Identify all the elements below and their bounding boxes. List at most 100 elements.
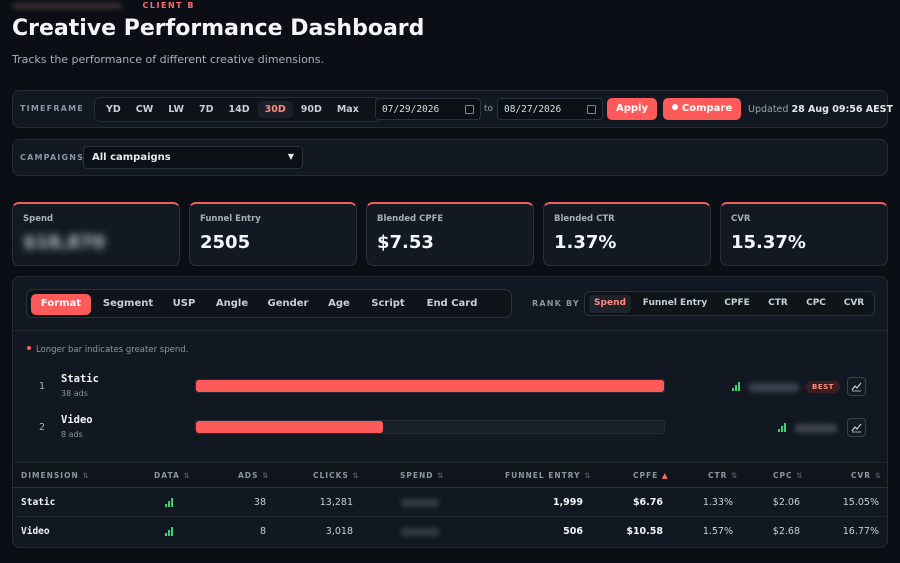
legend-dot-icon bbox=[27, 346, 31, 350]
kpi-label: Funnel Entry bbox=[200, 214, 261, 224]
cell-ctr: 1.33% bbox=[702, 497, 733, 508]
tab-script[interactable]: Script bbox=[371, 298, 405, 309]
dimension-panel: Format Segment USP Angle Gender Age Scri… bbox=[12, 276, 888, 548]
timeframe-yd[interactable]: YD bbox=[106, 104, 121, 115]
page-title: Creative Performance Dashboard bbox=[12, 16, 425, 41]
ranking-row[interactable]: 1 Static 38 ads BEST bbox=[13, 372, 887, 408]
calendar-icon[interactable] bbox=[465, 105, 474, 114]
timeframe-max[interactable]: Max bbox=[336, 104, 359, 115]
timeframe-lw[interactable]: LW bbox=[168, 104, 185, 115]
tab-usp[interactable]: USP bbox=[172, 298, 196, 309]
table-row[interactable]: Video 8 3,018 506 $10.58 1.57% $2.68 16.… bbox=[13, 517, 887, 546]
tab-angle[interactable]: Angle bbox=[215, 298, 249, 309]
col-spend[interactable]: SPEND ⇅ bbox=[400, 471, 445, 480]
redacted-account-name bbox=[12, 2, 122, 9]
cell-ctr: 1.57% bbox=[702, 526, 733, 537]
timeframe-label: TIMEFRAME bbox=[20, 104, 84, 113]
cell-ads: 38 bbox=[253, 497, 266, 508]
signal-bars-icon bbox=[165, 498, 176, 507]
rank-cpfe[interactable]: CPFE bbox=[724, 298, 750, 308]
bar-note-text: Longer bar indicates greater spend. bbox=[36, 345, 189, 355]
col-clicks[interactable]: CLICKS ⇅ bbox=[313, 471, 360, 480]
ranking-ad-count: 38 ads bbox=[61, 389, 88, 398]
cell-funnel-entry: 506 bbox=[563, 526, 583, 537]
page-subtitle: Tracks the performance of different crea… bbox=[12, 53, 325, 66]
end-date-input[interactable]: 08/27/2026 bbox=[497, 98, 603, 120]
rank-cpc[interactable]: CPC bbox=[806, 298, 826, 308]
col-cpfe[interactable]: CPFE ▲ bbox=[633, 471, 669, 480]
start-date-value: 07/29/2026 bbox=[382, 104, 440, 115]
table-header: DIMENSION ⇅ DATA ⇅ ADS ⇅ CLICKS ⇅ SPEND … bbox=[13, 462, 887, 488]
col-dimension[interactable]: DIMENSION ⇅ bbox=[21, 471, 90, 480]
redacted-spend-cell bbox=[401, 499, 439, 507]
kpi-label: Blended CTR bbox=[554, 214, 615, 224]
tab-gender[interactable]: Gender bbox=[267, 298, 309, 309]
trend-chart-button[interactable] bbox=[847, 377, 866, 396]
tab-segment[interactable]: Segment bbox=[102, 298, 154, 309]
trend-chart-button[interactable] bbox=[847, 418, 866, 437]
cell-clicks: 3,018 bbox=[325, 526, 353, 537]
chevron-down-icon: ▼ bbox=[287, 152, 294, 161]
timeframe-14d[interactable]: 14D bbox=[228, 104, 250, 115]
col-data[interactable]: DATA ⇅ bbox=[154, 471, 191, 480]
timeframe-90d[interactable]: 90D bbox=[300, 104, 322, 115]
timeframe-options: YD CW LW 7D 14D 30D 90D Max bbox=[94, 97, 382, 122]
table-row[interactable]: Static 38 13,281 1,999 $6.76 1.33% $2.06… bbox=[13, 488, 887, 517]
col-ctr[interactable]: CTR ⇅ bbox=[708, 471, 739, 480]
rank-cvr[interactable]: CVR bbox=[843, 298, 865, 308]
kpi-value: 15.37% bbox=[731, 232, 806, 253]
kpi-blended-cpfe: Blended CPFE $7.53 bbox=[366, 202, 534, 266]
best-badge: BEST bbox=[806, 381, 840, 393]
ranking-row[interactable]: 2 Video 8 ads bbox=[13, 413, 887, 449]
cell-dimension: Video bbox=[21, 526, 50, 537]
col-ads[interactable]: ADS ⇅ bbox=[238, 471, 270, 480]
compare-button[interactable]: Compare bbox=[663, 98, 741, 120]
kpi-value: 2505 bbox=[200, 232, 251, 253]
tab-age[interactable]: Age bbox=[328, 298, 350, 309]
redacted-spend-value bbox=[795, 424, 837, 433]
col-funnel-entry[interactable]: FUNNEL ENTRY ⇅ bbox=[505, 471, 592, 480]
timeframe-7d[interactable]: 7D bbox=[199, 104, 214, 115]
cell-clicks: 13,281 bbox=[319, 497, 353, 508]
last-updated: Updated 28 Aug 09:56 AEST bbox=[748, 104, 893, 115]
cell-cvr: 15.05% bbox=[842, 497, 879, 508]
calendar-icon[interactable] bbox=[587, 105, 596, 114]
col-cvr[interactable]: CVR ⇅ bbox=[851, 471, 883, 480]
campaigns-bar: CAMPAIGNS All campaigns ▼ bbox=[12, 139, 888, 176]
apply-button[interactable]: Apply bbox=[607, 98, 657, 120]
rank-spend[interactable]: Spend bbox=[589, 295, 631, 313]
cell-cpc: $2.06 bbox=[772, 497, 800, 508]
spend-bar-fill bbox=[196, 380, 664, 392]
tab-format[interactable]: Format bbox=[31, 294, 91, 315]
updated-prefix: Updated bbox=[748, 104, 789, 115]
start-date-input[interactable]: 07/29/2026 bbox=[375, 98, 481, 120]
ranking-name: Video bbox=[61, 414, 93, 426]
signal-bars-icon bbox=[732, 382, 743, 391]
end-date-value: 08/27/2026 bbox=[504, 104, 562, 115]
rank-ctr[interactable]: CTR bbox=[768, 298, 788, 308]
timeframe-bar: TIMEFRAME YD CW LW 7D 14D 30D 90D Max 07… bbox=[12, 90, 893, 128]
redacted-spend-cell bbox=[401, 528, 439, 536]
rank-by-options: Spend Funnel Entry CPFE CTR CPC CVR bbox=[584, 291, 875, 316]
campaign-select[interactable]: All campaigns ▼ bbox=[83, 146, 303, 169]
tab-end-card[interactable]: End Card bbox=[426, 298, 478, 309]
breadcrumb: CLIENT B bbox=[12, 1, 195, 11]
rank-number: 2 bbox=[39, 422, 46, 433]
cell-funnel-entry: 1,999 bbox=[552, 497, 583, 508]
kpi-label: Spend bbox=[23, 214, 54, 224]
kpi-spend: Spend $18,870 bbox=[12, 202, 180, 266]
campaign-select-value: All campaigns bbox=[92, 152, 171, 163]
kpi-blended-ctr: Blended CTR 1.37% bbox=[543, 202, 711, 266]
redacted-spend-value bbox=[749, 383, 799, 392]
ranking-ad-count: 8 ads bbox=[61, 430, 83, 439]
campaigns-label: CAMPAIGNS bbox=[20, 153, 85, 162]
timeframe-30d[interactable]: 30D bbox=[257, 101, 293, 118]
kpi-label: CVR bbox=[731, 214, 751, 224]
rank-by-label: RANK BY bbox=[532, 299, 580, 308]
spend-bar-fill bbox=[196, 421, 384, 433]
cell-cpfe: $6.76 bbox=[632, 497, 663, 508]
col-cpc[interactable]: CPC ⇅ bbox=[773, 471, 804, 480]
rank-funnel-entry[interactable]: Funnel Entry bbox=[642, 298, 708, 308]
timeframe-cw[interactable]: CW bbox=[135, 104, 154, 115]
kpi-cvr: CVR 15.37% bbox=[720, 202, 888, 266]
